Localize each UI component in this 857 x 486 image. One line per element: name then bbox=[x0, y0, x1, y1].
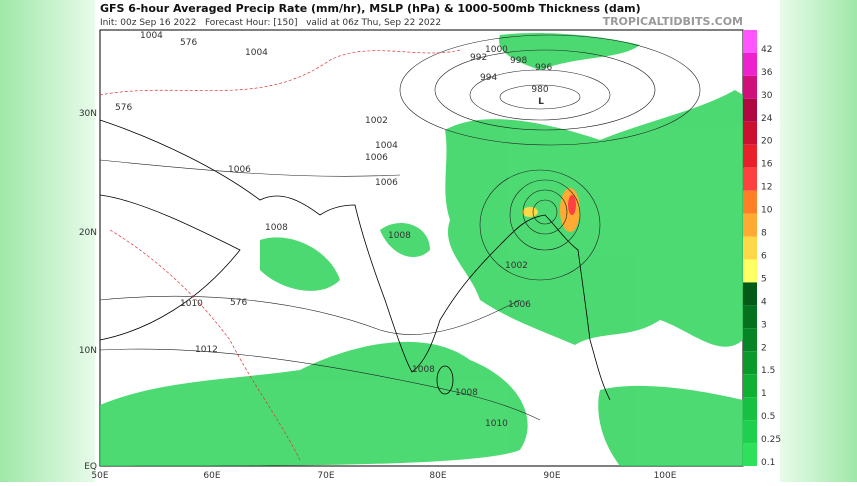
isobar-label: 1002 bbox=[365, 116, 388, 126]
lat-label: 20N bbox=[79, 228, 97, 238]
colorbar-label: 8 bbox=[761, 229, 767, 239]
low-pressure: 980 bbox=[531, 85, 548, 95]
isobar-label: 1006 bbox=[365, 153, 388, 163]
colorbar-segment bbox=[743, 75, 757, 99]
lat-label: EQ bbox=[84, 462, 97, 472]
precip bbox=[100, 33, 743, 466]
lon-label: 50E bbox=[91, 471, 108, 481]
thickness-label: 576 bbox=[230, 298, 247, 308]
isobar-label: 1010 bbox=[180, 299, 203, 309]
colorbar-segment bbox=[743, 121, 757, 145]
lon-label: 60E bbox=[203, 471, 220, 481]
colorbar-segment bbox=[743, 236, 757, 260]
colorbar-segment bbox=[743, 328, 757, 352]
colorbar-segment bbox=[743, 420, 757, 444]
lat-label: 10N bbox=[79, 346, 97, 356]
colorbar-label: 5 bbox=[761, 274, 767, 284]
colorbar-segment bbox=[743, 190, 757, 214]
colorbar-label: 0.25 bbox=[761, 435, 781, 445]
colorbar-segment bbox=[743, 282, 757, 306]
isobar-label: 1004 bbox=[245, 48, 268, 58]
colorbar-segment bbox=[743, 259, 757, 283]
colorbar-segment bbox=[743, 98, 757, 122]
isobar-label: 1010 bbox=[485, 419, 508, 429]
colorbar-segment bbox=[743, 144, 757, 168]
colorbar-label: 0.1 bbox=[761, 458, 775, 468]
isobars bbox=[99, 34, 701, 421]
colorbar-segment bbox=[743, 52, 757, 76]
colorbar-label: 1.5 bbox=[761, 366, 775, 376]
colorbar-label: 16 bbox=[761, 160, 773, 170]
isobar-label: 1002 bbox=[505, 261, 528, 271]
isobar-label: 992 bbox=[470, 53, 487, 63]
colorbar-segment bbox=[743, 351, 757, 375]
colorbar-segment bbox=[743, 443, 757, 466]
colorbar-label: 2 bbox=[761, 343, 767, 353]
isobar-label: 1008 bbox=[412, 365, 435, 375]
colorbar-label: 4 bbox=[761, 297, 767, 307]
subtitle: Init: 00z Sep 16 2022 Forecast Hour: [15… bbox=[100, 18, 441, 28]
isobar-label: 1004 bbox=[375, 141, 398, 151]
colorbar-label: 24 bbox=[761, 114, 773, 124]
colorbar-segment bbox=[743, 374, 757, 398]
coastline bbox=[99, 119, 611, 401]
isobar-label: 1008 bbox=[265, 223, 288, 233]
brand: TROPICALTIDBITS.COM bbox=[603, 15, 743, 28]
colorbar-label: 10 bbox=[761, 206, 773, 216]
thickness bbox=[99, 49, 461, 461]
thickness-label: 576 bbox=[180, 38, 197, 48]
isobar-label: 1006 bbox=[375, 178, 398, 188]
colorbar-label: 42 bbox=[761, 45, 772, 55]
colorbar-segment bbox=[743, 305, 757, 329]
colorbar-segment bbox=[743, 397, 757, 421]
isobar-label: 998 bbox=[510, 56, 527, 66]
lon-label: 70E bbox=[317, 471, 334, 481]
colorbar-label: 1 bbox=[761, 389, 767, 399]
isobar-label: 1006 bbox=[228, 165, 251, 175]
colorbar-label: 30 bbox=[761, 91, 773, 101]
isobar-label: 1006 bbox=[508, 300, 531, 310]
colorbar-segment bbox=[743, 213, 757, 237]
colorbar-label: 20 bbox=[761, 137, 773, 147]
isobar-label: 1004 bbox=[140, 31, 163, 41]
lon-label: 80E bbox=[429, 471, 446, 481]
lat-label: 30N bbox=[79, 109, 97, 119]
colorbar-label: 6 bbox=[761, 251, 767, 261]
colorbar-label: 36 bbox=[761, 68, 773, 78]
isobar-label: 1008 bbox=[388, 231, 411, 241]
isobar-label: 994 bbox=[480, 73, 497, 83]
isobar-label: 1000 bbox=[485, 45, 508, 55]
isobar-label: 1012 bbox=[195, 345, 218, 355]
colorbar-label: 12 bbox=[761, 183, 772, 193]
lon-label: 100E bbox=[654, 471, 677, 481]
lon-label: 90E bbox=[543, 471, 560, 481]
isobar-label: 1008 bbox=[455, 388, 478, 398]
thickness-label: 576 bbox=[115, 103, 132, 113]
colorbar-label: 3 bbox=[761, 320, 767, 330]
colorbar-label: 0.5 bbox=[761, 412, 775, 422]
isobar-label: 996 bbox=[535, 63, 552, 73]
colorbar-segment bbox=[743, 167, 757, 191]
title: GFS 6-hour Averaged Precip Rate (mm/hr),… bbox=[100, 2, 641, 15]
low-symbol: L bbox=[538, 97, 544, 107]
colorbar-segment bbox=[743, 30, 757, 53]
